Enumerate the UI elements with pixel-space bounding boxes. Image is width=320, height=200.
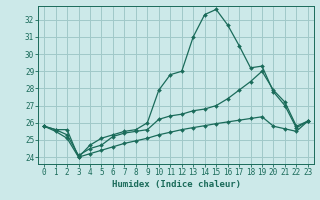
X-axis label: Humidex (Indice chaleur): Humidex (Indice chaleur) [111, 180, 241, 189]
